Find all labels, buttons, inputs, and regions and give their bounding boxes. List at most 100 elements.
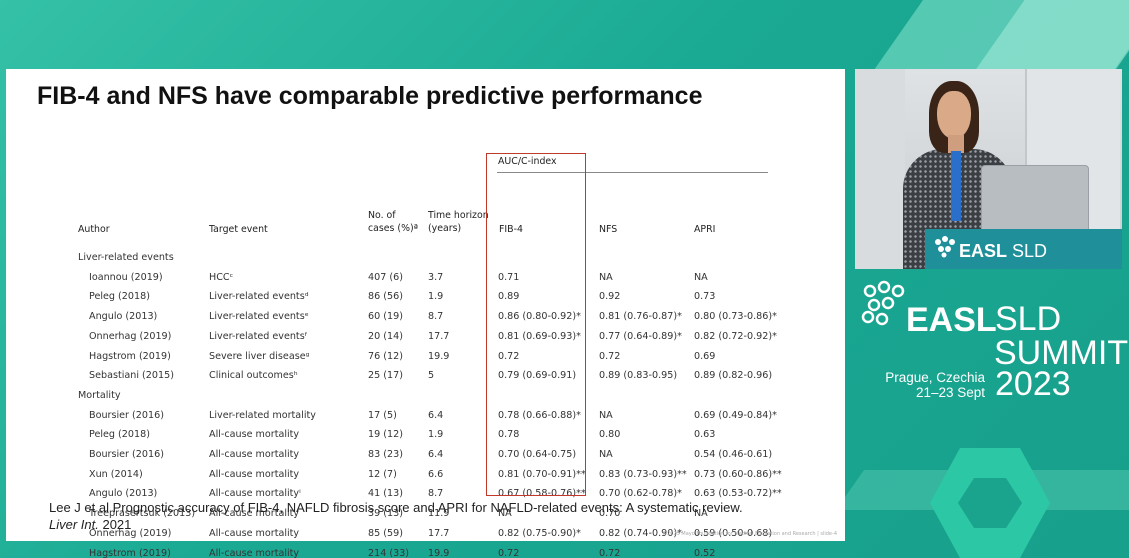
- table-row: Boursier (2016) Liver-related mortality 17…: [78, 407, 777, 425]
- apri-cell: 0.69: [694, 350, 716, 362]
- author-cell: Peleg (2018): [89, 429, 150, 441]
- cases-cell: 85 (59): [368, 527, 403, 539]
- apri-cell: 0.54 (0.46-0.61): [694, 449, 773, 460]
- citation-text: Lee J et al Prognostic accuracy of FIB-4…: [49, 500, 743, 515]
- author-cell: Angulo (2013): [89, 311, 158, 323]
- brand-event-line2: SUMMIT: [994, 334, 1129, 372]
- apri-cell: NA: [694, 508, 708, 520]
- nfs-cell: 0.81 (0.76-0.87)*: [599, 311, 682, 323]
- table-row: Peleg (2018) Liver-related eventsᵈ 86 (56)…: [78, 288, 768, 306]
- event-cell: All-cause mortality: [209, 468, 300, 480]
- header-time-line2: (years): [428, 223, 462, 234]
- brand-dates: 21–23 Sept: [915, 385, 985, 400]
- cases-cell: 60 (19): [368, 311, 403, 323]
- cases-cell: 214 (33): [368, 547, 410, 558]
- author-cell: Boursier (2016): [89, 409, 164, 421]
- apri-cell: 0.73: [694, 291, 716, 303]
- presentation-slide: FIB-4 and NFS have comparable predictive…: [6, 69, 845, 558]
- nfs-cell: 0.82 (0.74-0.90)*: [599, 527, 682, 539]
- header-nfs: NFS: [599, 224, 618, 235]
- header-time-line1: Time horizon: [428, 210, 489, 221]
- table-row: Xun (2014) All-cause mortality 12 (7) 6.6 0.…: [78, 466, 782, 484]
- header-auc-group: AUC/C-index: [498, 156, 557, 167]
- event-cell: All-cause mortalityⁱ: [209, 488, 301, 500]
- brand-year: 2023: [995, 365, 1071, 403]
- event-cell: All-cause mortality: [209, 449, 300, 460]
- table-row: Peleg (2018) All-cause mortality 19 (12) 1.…: [78, 426, 768, 444]
- podium-brand: EASL SLD: [959, 241, 1048, 261]
- nfs-cell: 0.77 (0.64-0.89)*: [599, 330, 682, 342]
- nfs-cell: 0.70 (0.62-0.78)*: [599, 488, 682, 500]
- slide-footer: ©2023 Mayo Foundation for Medical Educat…: [662, 531, 837, 537]
- auc-table: AUC/C-index Author Target event No. of c…: [78, 109, 782, 558]
- author-cell: Treeprasertsuk (2013): [89, 508, 196, 520]
- time-cell: 8.7: [428, 311, 444, 323]
- cases-cell: 19 (12): [368, 429, 403, 441]
- cases-cell: 83 (23): [368, 449, 403, 460]
- nfs-cell: NA: [599, 449, 613, 460]
- fib4-highlight-box: [486, 153, 586, 496]
- fib4-cell: 0.81 (0.69-0.93)*: [498, 330, 581, 342]
- easl-logo-icon: [861, 280, 905, 326]
- author-cell: Onnerhag (2019): [89, 330, 172, 342]
- table-row: Onnerhag (2019) Liver-related eventsᶠ 20 (…: [78, 328, 777, 346]
- table-row: Sebastiani (2015) Clinical outcomesʰ 25 (1…: [78, 367, 772, 385]
- table-group-label: Mortality: [78, 387, 768, 405]
- event-cell: Liver-related eventsᵉ: [209, 311, 309, 323]
- fib4-cell: 0.72: [498, 350, 520, 362]
- apri-cell: 0.89 (0.82-0.96): [694, 370, 773, 382]
- cases-cell: 20 (14): [368, 330, 403, 342]
- citation-journal: Liver Int.: [49, 517, 99, 532]
- laptop: [981, 165, 1089, 233]
- nfs-cell: NA: [599, 409, 613, 421]
- fib4-cell: 0.89: [498, 291, 520, 303]
- apri-cell: NA: [694, 271, 708, 283]
- apri-cell: 0.80 (0.73-0.86)*: [694, 311, 777, 323]
- apri-cell: 0.63 (0.53-0.72)**: [694, 488, 782, 500]
- event-cell: All-cause mortality: [209, 508, 300, 520]
- time-cell: 17.7: [428, 527, 450, 539]
- table-group-label: Liver-related events: [78, 249, 768, 267]
- header-target-event: Target event: [209, 224, 268, 235]
- time-cell: 19.9: [428, 547, 450, 558]
- nfs-cell: 0.72: [599, 350, 621, 362]
- fib4-cell: 0.72: [498, 547, 520, 558]
- header-cases-line1: No. of: [368, 210, 396, 221]
- event-cell: All-cause mortality: [209, 547, 300, 558]
- fib4-cell: 0.81 (0.70-0.91)**: [498, 468, 586, 480]
- table-row: Onnerhag (2019) All-cause mortality 85 (59…: [78, 525, 772, 543]
- speaker-neck: [948, 135, 964, 153]
- apri-cell: 0.69 (0.49-0.84)*: [694, 409, 777, 421]
- author-cell: Hagstrom (2019): [89, 350, 171, 362]
- author-cell: Ioannou (2019): [89, 271, 163, 283]
- table-row: Angulo (2013) Liver-related eventsᵉ 60 (19…: [78, 308, 777, 326]
- cases-cell: 41 (13): [368, 488, 403, 500]
- cases-cell: 17 (5): [368, 409, 397, 421]
- time-cell: 6.6: [428, 468, 444, 480]
- author-cell: Angulo (2013): [89, 488, 158, 500]
- author-cell: Peleg (2018): [89, 291, 150, 303]
- nfs-cell: NA: [599, 271, 613, 283]
- time-cell: 1.9: [428, 291, 444, 303]
- table-row: Angulo (2013) All-cause mortalityⁱ 41 (13)…: [78, 485, 782, 503]
- event-cell: Clinical outcomesʰ: [209, 370, 298, 382]
- speaker-lanyard: [951, 151, 961, 221]
- author-cell: Sebastiani (2015): [89, 370, 174, 382]
- apri-cell: 0.59 (0.50-0.68): [694, 527, 773, 539]
- cases-cell: 76 (12): [368, 350, 403, 362]
- fib4-cell: 0.67 (0.58-0.76)**: [498, 488, 586, 500]
- citation-year: 2021: [98, 517, 132, 532]
- apri-cell: 0.52: [694, 547, 716, 558]
- citation: Lee J et al Prognostic accuracy of FIB-4…: [49, 499, 829, 533]
- brand-event-line1: SLD: [995, 300, 1062, 338]
- time-cell: 8.7: [428, 488, 444, 500]
- brand-city: Prague, Czechia: [885, 370, 985, 385]
- fib4-cell: 0.70 (0.64-0.75): [498, 449, 577, 460]
- fib4-cell: 0.78 (0.66-0.88)*: [498, 409, 581, 421]
- nfs-cell: 0.80: [599, 429, 621, 441]
- cases-cell: 12 (7): [368, 468, 397, 480]
- fib4-cell: 0.82 (0.75-0.90)*: [498, 527, 581, 539]
- header-divider: [497, 172, 768, 173]
- header-cases-line2: cases (%)ª: [368, 223, 419, 234]
- time-cell: 17.7: [428, 330, 450, 342]
